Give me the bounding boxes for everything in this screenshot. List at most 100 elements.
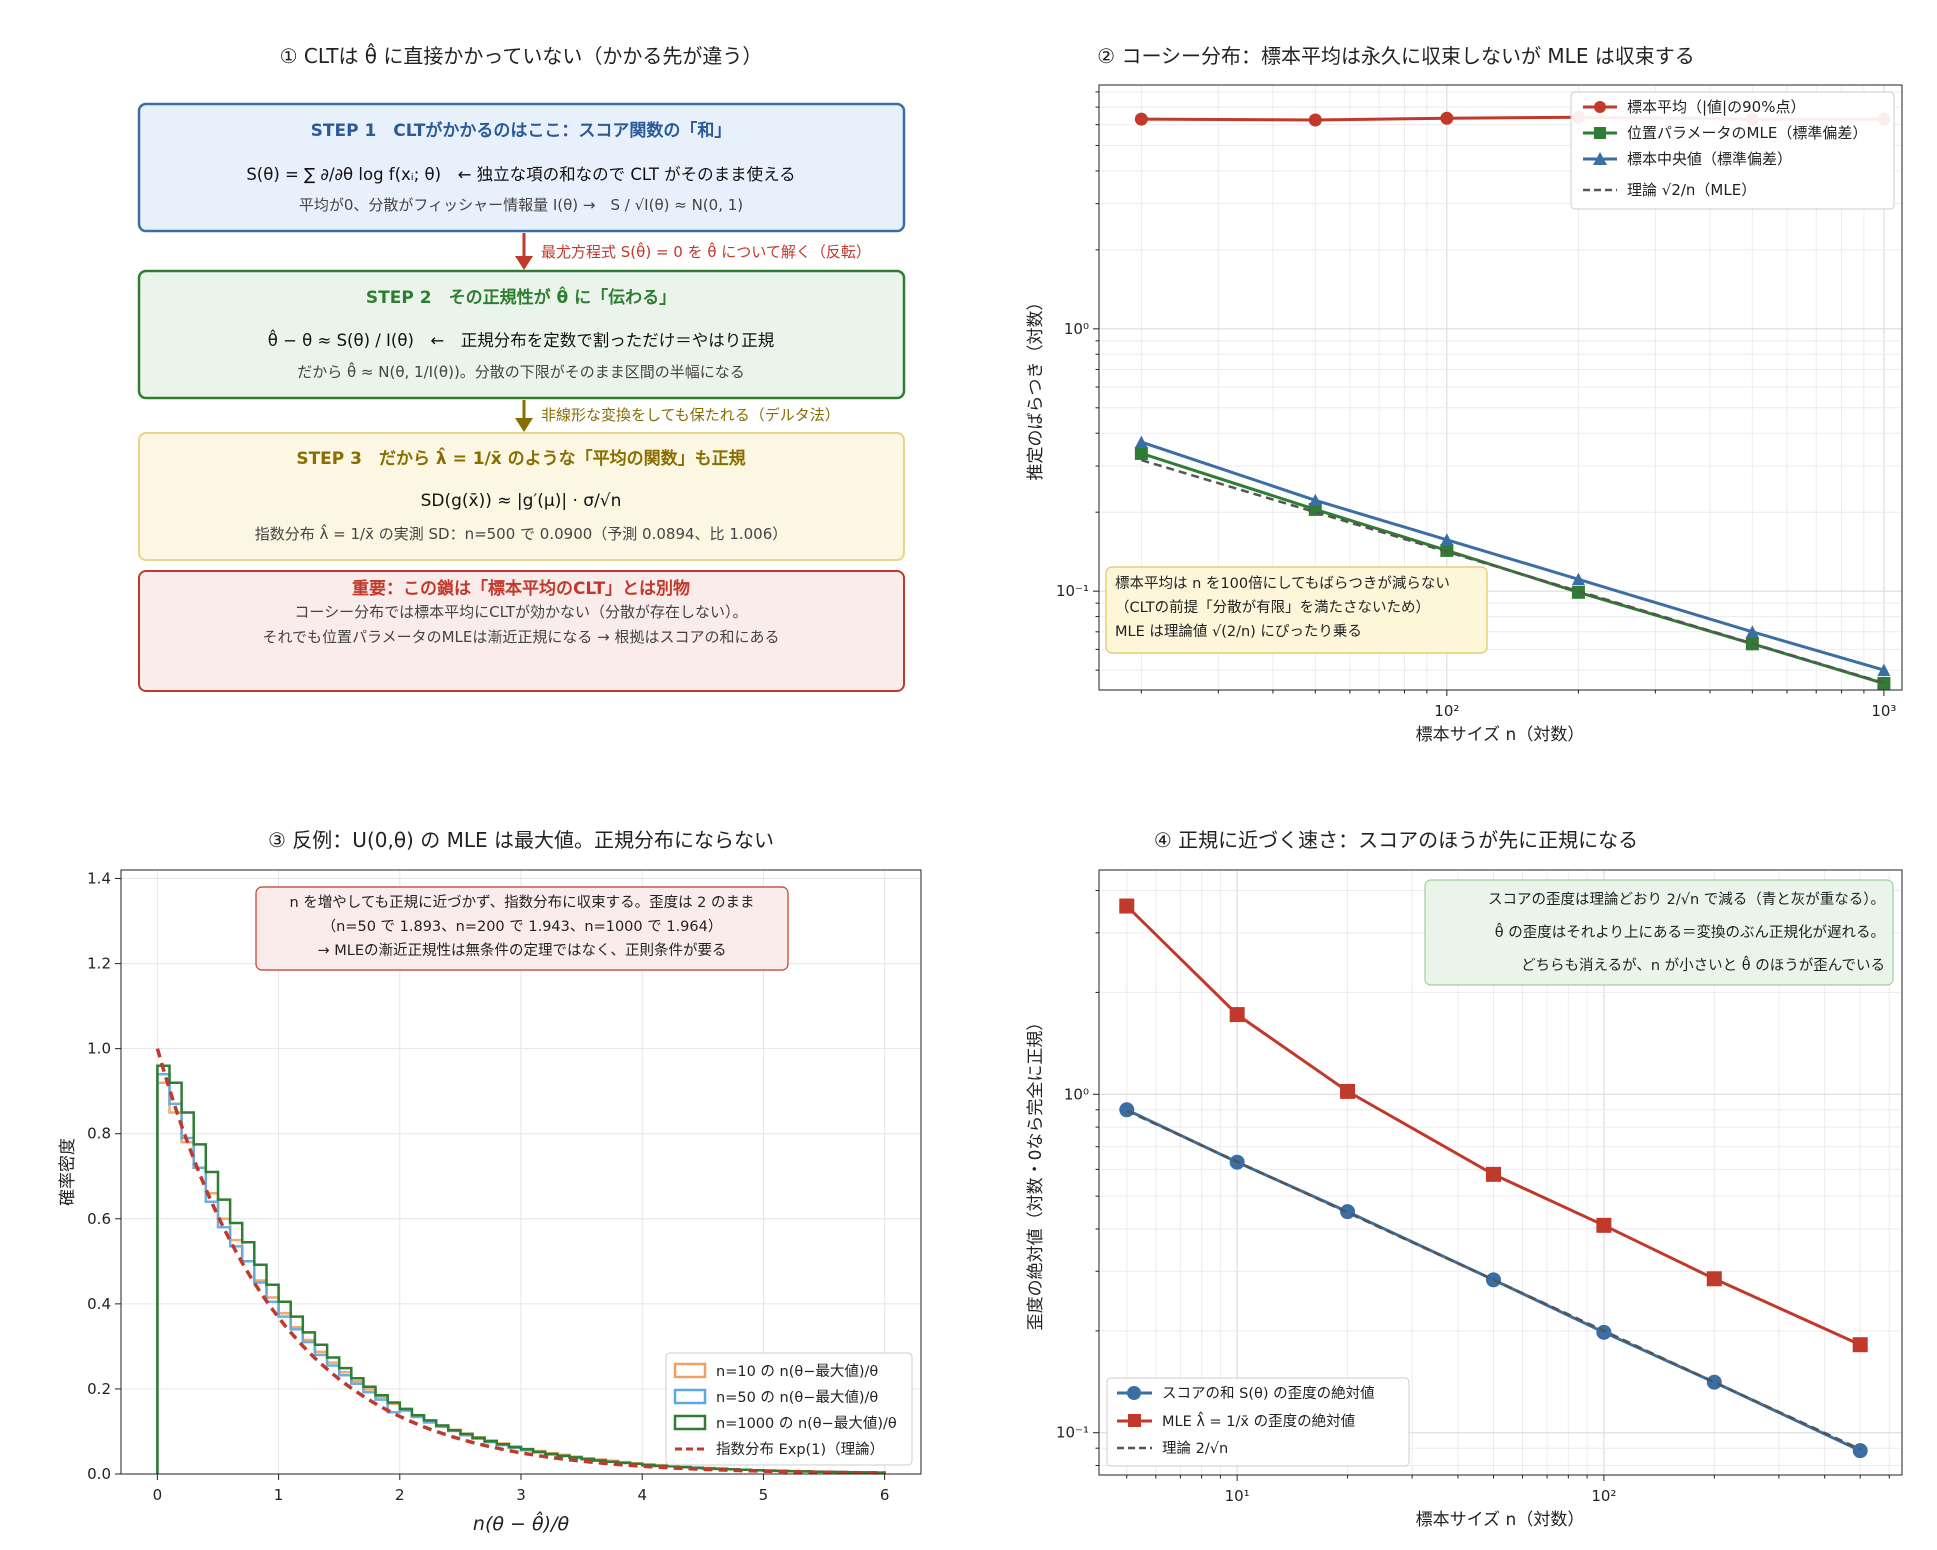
data-point xyxy=(1706,1271,1722,1287)
uniform-annotation-line3: → MLEの漸近正規性は無条件の定理ではなく、正則条件が要る xyxy=(317,942,726,959)
legend-marker-sample-mean xyxy=(1594,101,1606,113)
x-tick-label: 10³ xyxy=(1871,702,1896,720)
step2-formula: θ̂ − θ ≈ S(θ) / I(θ) ← 正規分布を定数で割っただけ＝やはり… xyxy=(268,330,774,350)
arrow2-label: 非線形な変換をしても保たれる（デルタ法） xyxy=(541,406,840,424)
uniform-ylabel: 確率密度 xyxy=(58,1138,78,1206)
y-tick-label: 1.4 xyxy=(87,870,111,888)
skewness-xlabel: 標本サイズ n（対数） xyxy=(1416,1510,1585,1530)
data-point xyxy=(1877,676,1891,690)
y-tick-label: 0.8 xyxy=(87,1125,111,1143)
legend-median: 標本中央値（標準偏差） xyxy=(1627,150,1792,168)
data-point xyxy=(1440,111,1454,125)
uniform-title: ③ 反例：U(0,θ) の MLE は最大値。正規分布にならない xyxy=(268,828,774,852)
histogram-step-2 xyxy=(156,1064,886,1474)
y-tick-label: 10⁻¹ xyxy=(1056,582,1089,600)
legend-score: スコアの和 S(θ) の歪度の絶対値 xyxy=(1162,1385,1375,1402)
data-point xyxy=(1485,1166,1501,1182)
step2-title: STEP 2 その正規性が θ̂ に「伝わる」 xyxy=(366,285,676,308)
y-tick-label: 1.0 xyxy=(87,1040,111,1058)
data-point xyxy=(1852,1443,1868,1459)
legend-marker-score xyxy=(1127,1386,1141,1400)
uniform-legend: n=10 の n(θ−最大値)/θ n=50 の n(θ−最大値)/θ n=10… xyxy=(665,1352,913,1466)
skewness-annotation-line2: θ̂ の歪度はそれより上にある＝変換のぶん正規化が遅れる。 xyxy=(1495,922,1885,941)
x-tick-label: 5 xyxy=(759,1486,769,1504)
legend-theory: 理論 √2/n（MLE） xyxy=(1627,181,1756,199)
warning-line1: コーシー分布では標本平均にCLTが効かない（分散が存在しない）。 xyxy=(294,603,747,621)
data-point xyxy=(1852,1337,1868,1353)
y-tick-label: 0.4 xyxy=(87,1295,111,1313)
step1-note: 平均が0、分散がフィッシャー情報量 I(θ) → S / √I(θ) ≈ N(0… xyxy=(299,196,743,214)
step2-box xyxy=(137,269,906,400)
legend-swatch-n1000 xyxy=(673,1414,707,1431)
y-tick-label: 10⁻¹ xyxy=(1056,1424,1089,1442)
data-point xyxy=(1119,898,1135,914)
arrow-head-1 xyxy=(515,256,533,270)
skewness-title: ④ 正規に近づく速さ：スコアのほうが先に正規になる xyxy=(1154,828,1638,852)
legend-marker-median xyxy=(1593,152,1607,165)
uniform-legend-box xyxy=(665,1352,913,1466)
legend-mle: 位置パラメータのMLE（標準偏差） xyxy=(1627,124,1867,142)
y-tick-label: 0.6 xyxy=(87,1210,111,1228)
step3-note: 指数分布 λ̂ = 1/x̄ の実測 SD：n=500 で 0.0900（予測 … xyxy=(255,523,788,543)
y-tick-label: 0.0 xyxy=(87,1465,111,1483)
legend-n1000: n=1000 の n(θ−最大値)/θ xyxy=(716,1415,897,1432)
data-point xyxy=(1134,446,1148,460)
warning-box xyxy=(138,570,905,692)
uniform-annotation-line1: n を増やしても正規に近づかず、指数分布に収束する。歪度は 2 のまま xyxy=(289,894,754,911)
cauchy-annotation: 標本平均は n を100倍にしてもばらつきが減らない （CLTの前提「分散が有限… xyxy=(1105,566,1488,654)
x-tick-label: 1 xyxy=(274,1486,284,1504)
data-point xyxy=(1877,663,1891,676)
legend-n10: n=10 の n(θ−最大値)/θ xyxy=(716,1363,878,1380)
y-tick-label: 10⁰ xyxy=(1064,1085,1089,1103)
skewness-annotation-box xyxy=(1424,879,1894,986)
data-point xyxy=(1571,572,1585,586)
uniform-xlabel: n(θ − θ̂)/θ xyxy=(473,1511,570,1535)
x-tick-label: 10² xyxy=(1434,702,1459,720)
cauchy-annotation-line1: 標本平均は n を100倍にしてもばらつきが減らない xyxy=(1115,575,1450,592)
skewness-plot-area xyxy=(1119,898,1868,1459)
data-point xyxy=(1706,1374,1722,1390)
cauchy-ticks: 10² 10³ 10⁻¹ 10⁰ xyxy=(1056,91,1896,720)
data-point xyxy=(1308,113,1322,127)
legend-theory-skew: 理論 2/√n xyxy=(1162,1440,1228,1457)
uniform-annotation: n を増やしても正規に近づかず、指数分布に収束する。歪度は 2 のまま （n=5… xyxy=(255,886,789,971)
panel-uniform-chart: ③ 反例：U(0,θ) の MLE は最大値。正規分布にならない 0 1 2 3 4 5 6… xyxy=(58,828,922,1535)
cauchy-xlabel: 標本サイズ n（対数） xyxy=(1416,725,1585,745)
x-tick-label: 3 xyxy=(516,1486,526,1504)
legend-marker-mle-skew xyxy=(1128,1414,1141,1427)
data-point xyxy=(1340,1204,1356,1220)
x-tick-label: 6 xyxy=(880,1486,890,1504)
warning-line2: それでも位置パラメータのMLEは漸近正規になる → 根拠はスコアの和にある xyxy=(263,628,780,646)
data-point xyxy=(1596,1217,1612,1233)
cauchy-legend: 標本平均（|値|の90%点） 位置パラメータのMLE（標準偏差） 標本中央値（標… xyxy=(1570,91,1895,210)
y-tick-label: 10⁰ xyxy=(1064,320,1089,338)
arrow1-label: 最尤方程式 S(θ̂) = 0 を θ̂ について解く（反転） xyxy=(541,241,871,261)
data-point xyxy=(1308,493,1322,507)
legend-sample-mean: 標本平均（|値|の90%点） xyxy=(1627,98,1805,116)
cauchy-annotation-line2: （CLTの前提「分散が有限」を満たさないため） xyxy=(1115,599,1430,616)
step1-title: STEP 1 CLTがかかるのはここ：スコア関数の「和」 xyxy=(311,120,732,141)
data-point xyxy=(1745,625,1759,638)
skewness-annotation: スコアの歪度は理論どおり 2/√n で減る（青と灰が重なる）。 θ̂ の歪度はそ… xyxy=(1424,879,1894,986)
data-point xyxy=(1229,1007,1245,1023)
panel-clt-chain: ① CLTは θ̂ に直接かかっていない（かかる先が違う） STEP 1 CLT… xyxy=(137,43,906,692)
series-line-2 xyxy=(1140,440,1885,672)
x-tick-label: 10¹ xyxy=(1225,1487,1250,1505)
data-point xyxy=(1440,533,1454,546)
x-tick-label: 4 xyxy=(637,1486,647,1504)
uniform-plot-area xyxy=(155,1048,886,1475)
step3-formula: SD(g(x̄)) ≈ |g′(μ)| · σ/√n xyxy=(421,491,622,511)
uniform-annotation-line2: （n=50 で 1.893、n=200 で 1.943、n=1000 で 1.9… xyxy=(322,918,723,935)
legend-swatch-n50 xyxy=(673,1388,707,1405)
cauchy-annotation-box xyxy=(1105,566,1488,654)
step2-note: だから θ̂ ≈ N(θ, 1/I(θ))。分散の下限がそのまま区間の半幅になる xyxy=(297,361,745,381)
cauchy-legend-box xyxy=(1570,91,1895,210)
x-tick-label: 2 xyxy=(395,1486,405,1504)
skewness-ticks: 10¹ 10² 10⁻¹ 10⁰ xyxy=(1056,890,1890,1505)
x-tick-label: 10² xyxy=(1591,1487,1616,1505)
y-tick-label: 0.2 xyxy=(87,1380,111,1398)
data-point xyxy=(1134,435,1148,448)
data-point xyxy=(1340,1083,1356,1099)
warning-title: 重要：この鎖は「標本平均のCLT」とは別物 xyxy=(352,578,690,599)
